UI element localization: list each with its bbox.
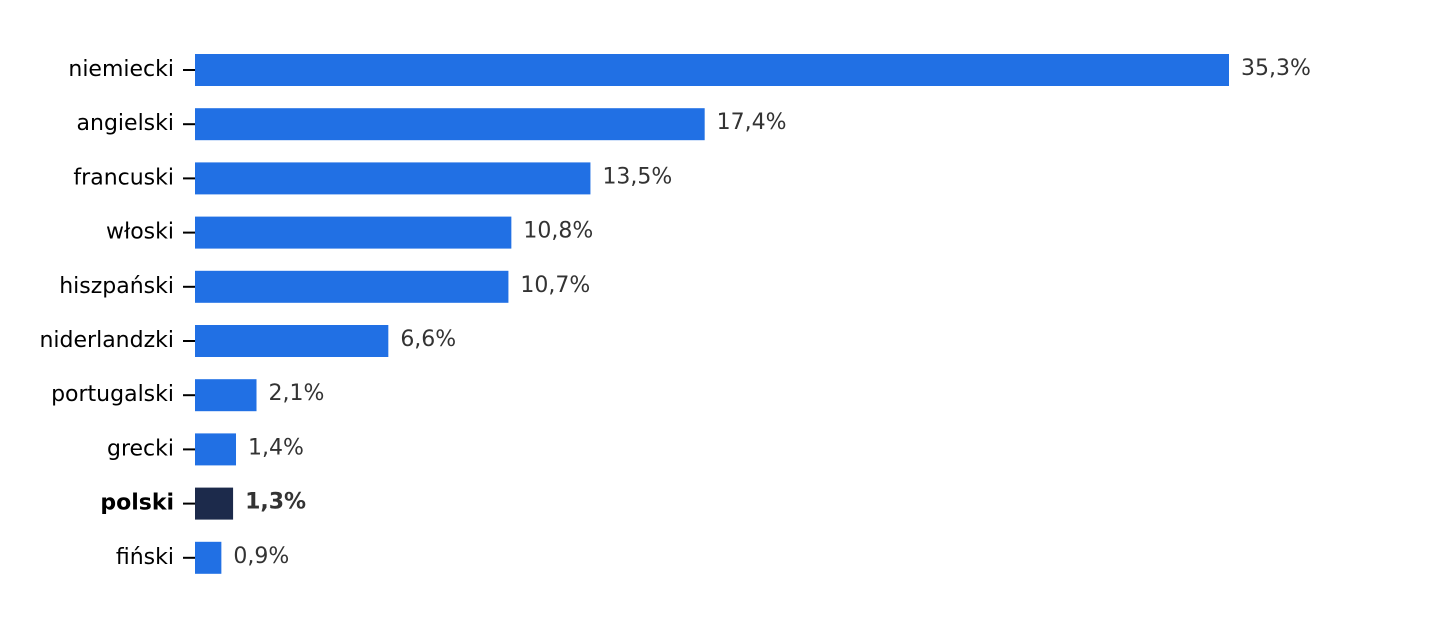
bar <box>195 108 705 141</box>
value-label: 35,3% <box>1241 56 1311 81</box>
bar <box>195 325 389 357</box>
value-label: 17,4% <box>717 110 787 135</box>
bar <box>195 54 1229 86</box>
y-tick-label: francuski <box>73 165 174 190</box>
bar <box>195 433 237 466</box>
y-tick-label: polski <box>100 491 174 516</box>
y-tick-label: grecki <box>107 436 174 461</box>
y-tick-label: hiszpański <box>59 274 174 299</box>
bar <box>195 541 222 574</box>
value-label: 1,4% <box>248 435 304 460</box>
value-label: 13,5% <box>602 164 672 189</box>
value-label: 1,3% <box>245 490 306 515</box>
bar <box>195 270 509 303</box>
value-label: 10,8% <box>523 219 593 244</box>
y-tick-label: portugalski <box>51 382 174 407</box>
y-tick-label: niemiecki <box>68 57 174 82</box>
y-tick-label: fiński <box>116 545 174 570</box>
y-tick-label: włoski <box>106 220 174 245</box>
value-label: 0,9% <box>233 544 289 569</box>
bar <box>195 216 512 249</box>
value-label: 2,1% <box>269 381 325 406</box>
bar <box>195 162 591 195</box>
bar <box>195 379 257 412</box>
bar <box>195 487 234 520</box>
y-tick-label: angielski <box>77 111 174 136</box>
y-tick-label: niderlandzki <box>39 328 174 353</box>
value-label: 10,7% <box>520 273 590 298</box>
value-label: 6,6% <box>400 327 456 352</box>
